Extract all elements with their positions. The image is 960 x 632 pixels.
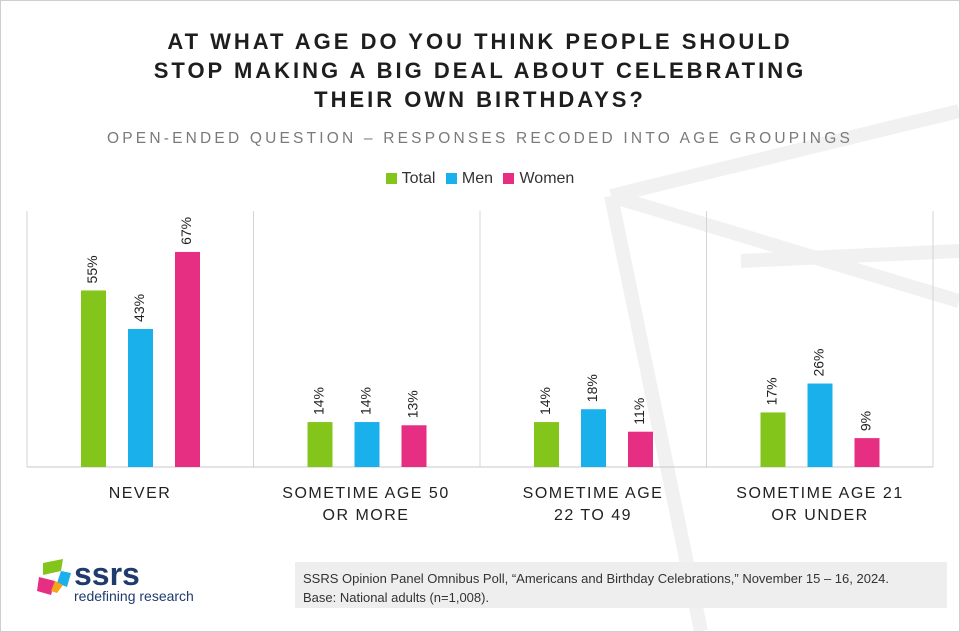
bar-women-sometime-age-21-or-under	[854, 438, 880, 467]
bar-total-never	[81, 290, 106, 467]
bar-men-sometime-age-50-or-more	[354, 422, 380, 467]
legend-item-men: Men	[445, 170, 494, 188]
data-label-men-sometime-age-50-or-more: 14%	[358, 387, 374, 415]
legend-swatch-total	[385, 173, 397, 184]
bar-men-sometime-age-22-to-49	[581, 409, 606, 467]
category-label-50-or-more: SOMETIME AGE 50 OR MORE	[253, 483, 479, 527]
chart-title-line-2: STOP MAKING A BIG DEAL ABOUT CELEBRATING	[153, 58, 807, 83]
ssrs-logo-tagline: redefining research	[74, 588, 194, 604]
data-label-total-never: 55%	[84, 255, 100, 283]
bar-women-sometime-age-50-or-more	[401, 425, 427, 467]
bar-women-never	[175, 251, 200, 467]
category-label-22-to-49: SOMETIME AGE 22 TO 49	[480, 483, 706, 527]
category-label-line: SOMETIME AGE	[522, 485, 664, 502]
ssrs-logo-wordmark: ssrs	[74, 556, 140, 592]
bar-total-sometime-age-21-or-under	[760, 412, 786, 467]
source-line-1: SSRS Opinion Panel Omnibus Poll, “Americ…	[303, 571, 890, 586]
data-label-men-never: 43%	[131, 294, 147, 322]
chart-title-line-3: THEIR OWN BIRTHDAYS?	[314, 87, 646, 112]
legend-label-men: Men	[461, 170, 494, 187]
chart-title: AT WHAT AGE DO YOU THINK PEOPLE SHOULD S…	[1, 27, 959, 114]
legend-label-total: Total	[401, 170, 436, 187]
data-label-women-sometime-age-21-or-under: 9%	[858, 411, 874, 431]
category-label-line: SOMETIME AGE 21	[736, 485, 904, 502]
source-line-2: Base: National adults (n=1,008).	[303, 590, 490, 605]
category-label-line: OR UNDER	[771, 507, 869, 524]
category-label-never: NEVER	[27, 483, 253, 505]
data-label-total-sometime-age-21-or-under: 17%	[764, 377, 780, 405]
chart-subtitle: OPEN-ENDED QUESTION – RESPONSES RECODED …	[107, 130, 853, 147]
category-label-line: NEVER	[108, 485, 172, 502]
data-label-men-sometime-age-22-to-49: 18%	[584, 374, 600, 402]
ssrs-logo-mark-icon	[37, 559, 71, 595]
source-note: SSRS Opinion Panel Omnibus Poll, “Americ…	[295, 562, 947, 608]
bar-total-sometime-age-22-to-49	[534, 422, 559, 467]
legend-swatch-men	[445, 173, 457, 184]
ssrs-logo: ssrs redefining research	[37, 557, 237, 607]
category-label-line: 22 TO 49	[553, 507, 633, 524]
bar-total-sometime-age-50-or-more	[307, 422, 333, 467]
category-label-line: SOMETIME AGE 50	[282, 485, 450, 502]
bar-men-never	[128, 328, 153, 467]
legend-swatch-women	[503, 173, 515, 184]
chart-title-line-1: AT WHAT AGE DO YOU THINK PEOPLE SHOULD	[167, 29, 793, 54]
legend: Total Men Women	[1, 170, 959, 188]
data-label-total-sometime-age-22-to-49: 14%	[537, 387, 553, 415]
bar-men-sometime-age-21-or-under	[807, 383, 833, 467]
legend-item-women: Women	[503, 170, 574, 188]
data-label-men-sometime-age-21-or-under: 26%	[811, 349, 827, 377]
data-label-women-never: 67%	[178, 217, 194, 245]
category-label-line: OR MORE	[322, 507, 410, 524]
data-label-women-sometime-age-22-to-49: 11%	[631, 398, 647, 425]
category-label-21-or-under: SOMETIME AGE 21 OR UNDER	[707, 483, 933, 527]
legend-item-total: Total	[385, 170, 436, 188]
bar-women-sometime-age-22-to-49	[628, 431, 653, 467]
data-label-women-sometime-age-50-or-more: 13%	[405, 390, 421, 418]
legend-label-women: Women	[519, 170, 575, 187]
data-label-total-sometime-age-50-or-more: 14%	[311, 387, 327, 415]
